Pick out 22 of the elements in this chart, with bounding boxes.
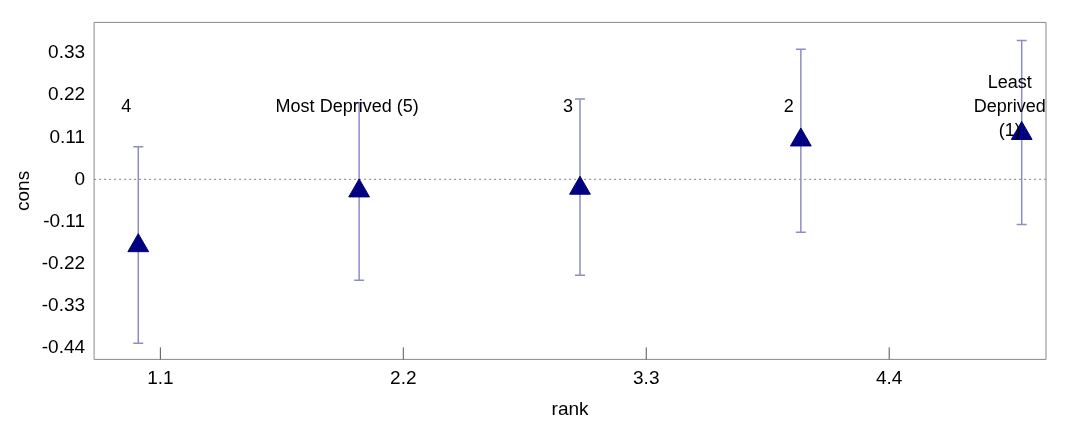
y-tick-label: -0.33	[41, 294, 86, 316]
y-tick-label: -0.44	[41, 336, 86, 358]
y-tick-label: 0.11	[49, 125, 86, 147]
annotation: 2	[783, 95, 794, 116]
y-tick-label: -0.22	[41, 251, 86, 273]
y-axis-title: cons	[11, 170, 33, 211]
x-tick-label: 1.1	[147, 367, 174, 389]
y-tick-label: -0.11	[43, 209, 86, 231]
point	[789, 127, 812, 147]
annotation: 4	[121, 95, 132, 116]
annotation: 3	[562, 95, 573, 116]
y-tick-label: 0.22	[48, 83, 86, 105]
y-tick-label: 0	[74, 167, 86, 189]
point	[348, 178, 371, 198]
point	[569, 175, 591, 195]
y-tick-label: 0.33	[48, 41, 86, 63]
annotation: Most Deprived (5)	[275, 95, 419, 116]
x-tick-label: 2.2	[390, 367, 417, 389]
x-axis-title: rank	[551, 397, 590, 419]
x-tick-label: 3.3	[633, 367, 660, 389]
point	[127, 233, 150, 253]
x-tick-label: 4.4	[875, 367, 903, 389]
